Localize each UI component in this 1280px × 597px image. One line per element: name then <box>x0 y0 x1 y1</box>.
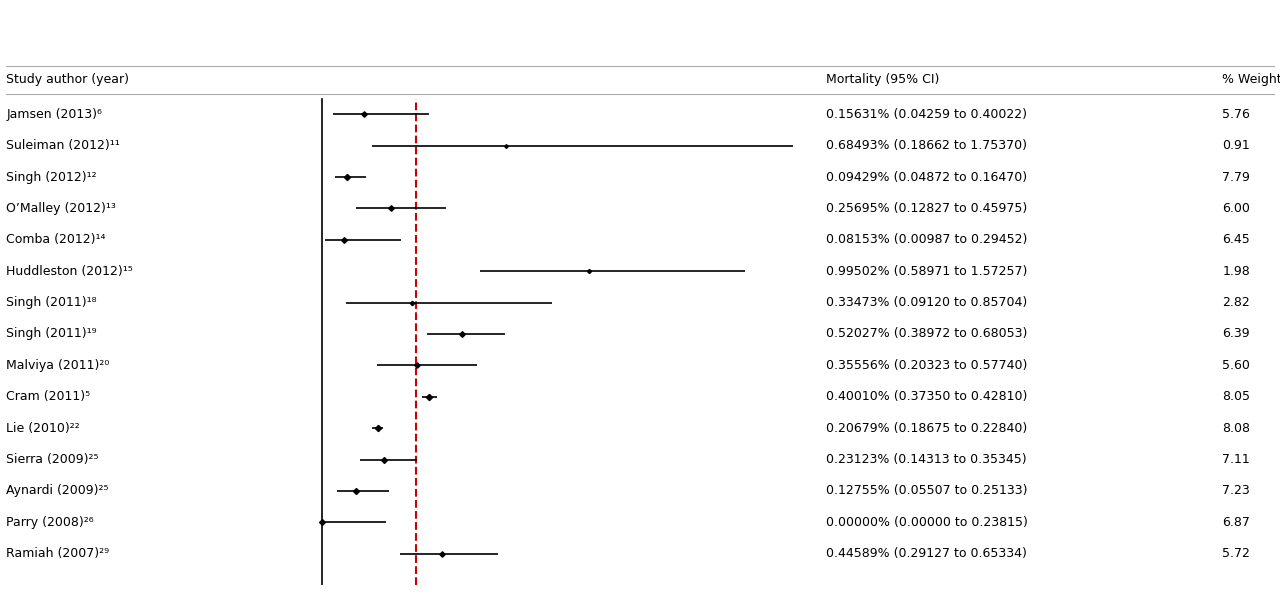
Text: 2.82: 2.82 <box>1222 296 1251 309</box>
Text: 0.99502% (0.58971 to 1.57257): 0.99502% (0.58971 to 1.57257) <box>826 264 1027 278</box>
Text: 0.44589% (0.29127 to 0.65334): 0.44589% (0.29127 to 0.65334) <box>826 547 1027 560</box>
Text: Parry (2008)²⁶: Parry (2008)²⁶ <box>6 516 93 529</box>
Text: Singh (2012)¹²: Singh (2012)¹² <box>6 171 97 183</box>
Text: 0.35556% (0.20323 to 0.57740): 0.35556% (0.20323 to 0.57740) <box>826 359 1027 372</box>
Text: 0.09429% (0.04872 to 0.16470): 0.09429% (0.04872 to 0.16470) <box>826 171 1027 183</box>
Text: Lie (2010)²²: Lie (2010)²² <box>6 421 81 435</box>
Text: 7.23: 7.23 <box>1222 484 1251 497</box>
Text: 0.68493% (0.18662 to 1.75370): 0.68493% (0.18662 to 1.75370) <box>826 139 1027 152</box>
Text: 5.76: 5.76 <box>1222 108 1251 121</box>
Text: 0.00000% (0.00000 to 0.23815): 0.00000% (0.00000 to 0.23815) <box>826 516 1028 529</box>
Text: 8.08: 8.08 <box>1222 421 1251 435</box>
Text: 0.23123% (0.14313 to 0.35345): 0.23123% (0.14313 to 0.35345) <box>826 453 1027 466</box>
Text: 0.20679% (0.18675 to 0.22840): 0.20679% (0.18675 to 0.22840) <box>826 421 1027 435</box>
Text: 0.33473% (0.09120 to 0.85704): 0.33473% (0.09120 to 0.85704) <box>826 296 1027 309</box>
Text: 1.98: 1.98 <box>1222 264 1251 278</box>
Text: 0.25695% (0.12827 to 0.45975): 0.25695% (0.12827 to 0.45975) <box>826 202 1027 215</box>
Text: Sierra (2009)²⁵: Sierra (2009)²⁵ <box>6 453 99 466</box>
Text: Study author (year): Study author (year) <box>6 73 129 86</box>
Text: 7.79: 7.79 <box>1222 171 1251 183</box>
Text: 7.11: 7.11 <box>1222 453 1251 466</box>
Text: 6.87: 6.87 <box>1222 516 1251 529</box>
Text: Ramiah (2007)²⁹: Ramiah (2007)²⁹ <box>6 547 110 560</box>
Text: Cram (2011)⁵: Cram (2011)⁵ <box>6 390 91 403</box>
Text: Aynardi (2009)²⁵: Aynardi (2009)²⁵ <box>6 484 109 497</box>
Text: 6.00: 6.00 <box>1222 202 1251 215</box>
Text: 5.72: 5.72 <box>1222 547 1251 560</box>
Text: O’Malley (2012)¹³: O’Malley (2012)¹³ <box>6 202 116 215</box>
Text: 0.40010% (0.37350 to 0.42810): 0.40010% (0.37350 to 0.42810) <box>826 390 1027 403</box>
Text: 0.12755% (0.05507 to 0.25133): 0.12755% (0.05507 to 0.25133) <box>826 484 1027 497</box>
Text: 0.15631% (0.04259 to 0.40022): 0.15631% (0.04259 to 0.40022) <box>826 108 1027 121</box>
Text: 5.60: 5.60 <box>1222 359 1251 372</box>
Text: 0.52027% (0.38972 to 0.68053): 0.52027% (0.38972 to 0.68053) <box>826 328 1027 340</box>
Text: 8.05: 8.05 <box>1222 390 1251 403</box>
Text: Suleiman (2012)¹¹: Suleiman (2012)¹¹ <box>6 139 120 152</box>
Text: Mortality (95% CI): Mortality (95% CI) <box>826 73 940 86</box>
Text: % Weight: % Weight <box>1222 73 1280 86</box>
Text: Malviya (2011)²⁰: Malviya (2011)²⁰ <box>6 359 110 372</box>
Text: Singh (2011)¹⁹: Singh (2011)¹⁹ <box>6 328 97 340</box>
Text: Jamsen (2013)⁶: Jamsen (2013)⁶ <box>6 108 102 121</box>
Text: 0.91: 0.91 <box>1222 139 1251 152</box>
Text: Huddleston (2012)¹⁵: Huddleston (2012)¹⁵ <box>6 264 133 278</box>
Text: Singh (2011)¹⁸: Singh (2011)¹⁸ <box>6 296 97 309</box>
Text: Comba (2012)¹⁴: Comba (2012)¹⁴ <box>6 233 106 247</box>
Text: 6.45: 6.45 <box>1222 233 1251 247</box>
Text: 0.08153% (0.00987 to 0.29452): 0.08153% (0.00987 to 0.29452) <box>826 233 1027 247</box>
Text: 6.39: 6.39 <box>1222 328 1251 340</box>
